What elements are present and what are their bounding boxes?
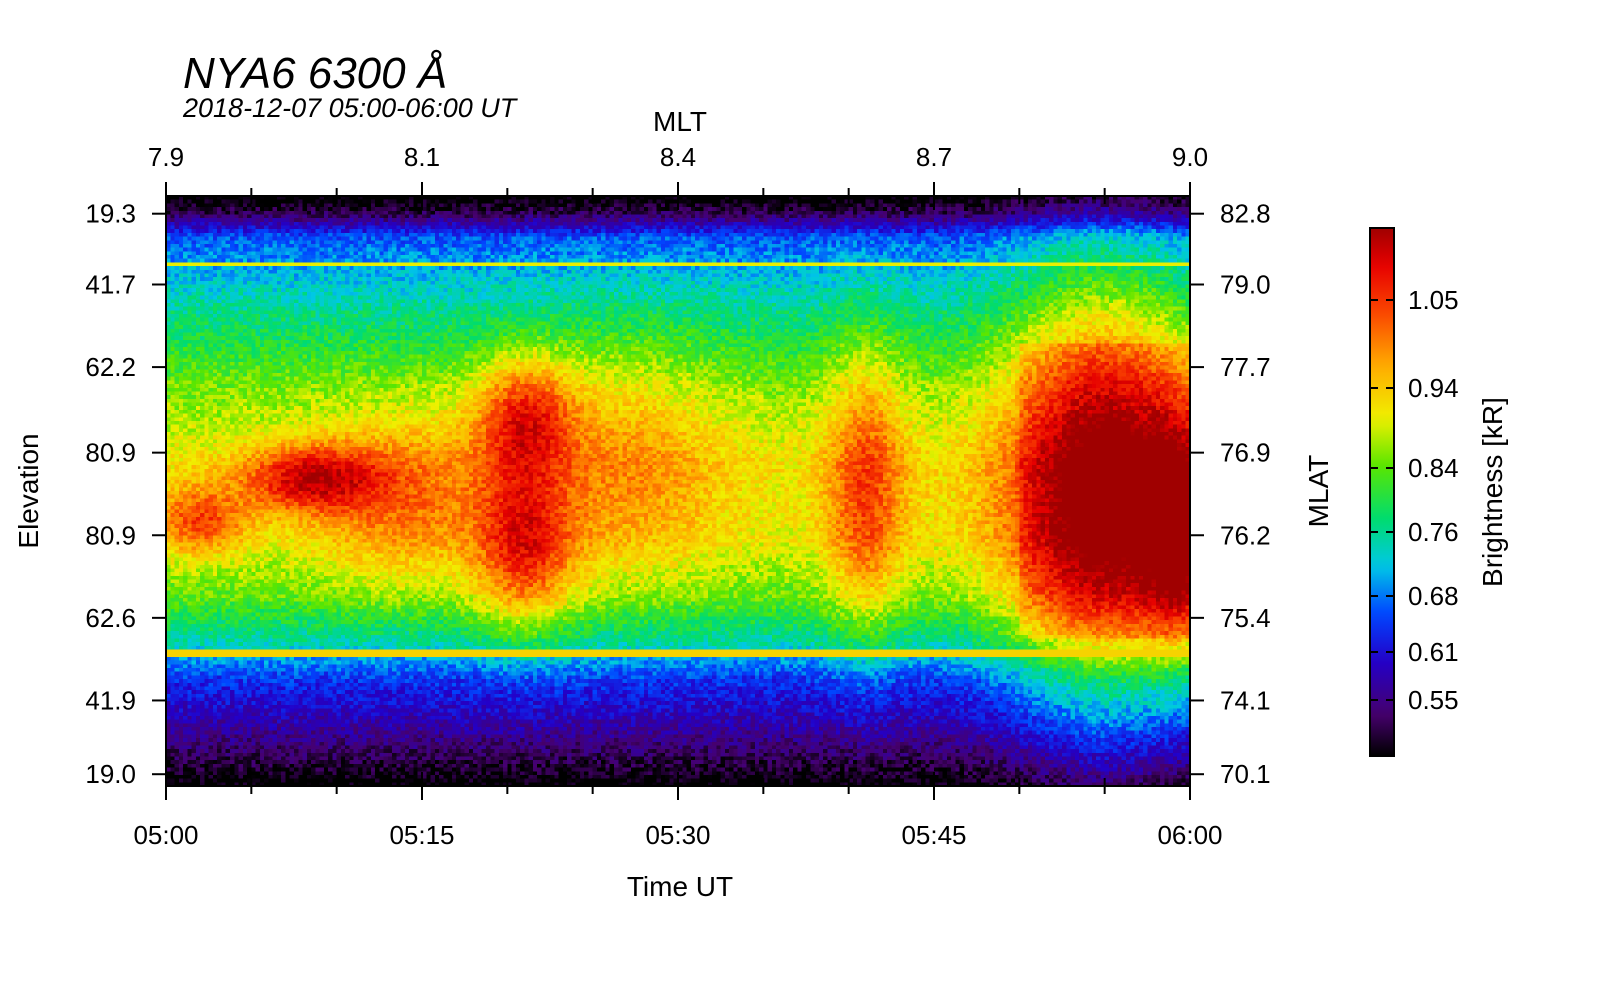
y-right-tick-label: 75.4 [1220, 603, 1271, 633]
y-axis-left: 19.3 41.7 62.2 80.9 80.9 62.6 41.9 19.0 [85, 199, 166, 789]
x-tick-label: 05:45 [901, 820, 966, 850]
colorbar-tick-label: 0.61 [1408, 637, 1459, 667]
colorbar-tick-label: 0.84 [1408, 453, 1459, 483]
y-right-tick-label: 77.7 [1220, 352, 1271, 382]
heatmap-image [166, 196, 1190, 786]
colorbar-tick-label: 1.05 [1408, 285, 1459, 315]
x-tick-label: 05:00 [133, 820, 198, 850]
chart-subtitle: 2018-12-07 05:00-06:00 UT [182, 93, 519, 123]
colorbar-tick-label: 0.55 [1408, 685, 1459, 715]
y-right-axis-label: MLAT [1303, 455, 1334, 528]
x-top-tick-label: 8.4 [660, 142, 696, 172]
x-top-tick-label: 8.1 [404, 142, 440, 172]
y-tick-label: 62.6 [85, 603, 136, 633]
y-right-tick-label: 82.8 [1220, 199, 1271, 229]
colorbar-frame [1369, 227, 1395, 757]
colorbar [1370, 228, 1394, 756]
x-axis-top: 7.9 8.1 8.4 8.7 9.0 [148, 142, 1208, 210]
y-tick-label: 62.2 [85, 352, 136, 382]
colorbar-ticks: 1.05 0.94 0.84 0.76 0.68 0.61 0.55 [1370, 285, 1459, 715]
y-right-tick-label: 76.2 [1220, 520, 1271, 550]
y-axis-label: Elevation [13, 433, 44, 548]
x-tick-label: 06:00 [1157, 820, 1222, 850]
x-top-tick-label: 7.9 [148, 142, 184, 172]
y-right-tick-label: 76.9 [1220, 438, 1271, 468]
chart-title: NYA6 6300 Å [183, 49, 447, 98]
x-axis-bottom: 05:00 05:15 05:30 05:45 06:00 [133, 772, 1223, 850]
colorbar-tick-label: 0.76 [1408, 517, 1459, 547]
y-tick-label: 80.9 [85, 438, 136, 468]
x-top-tick-label: 9.0 [1172, 142, 1208, 172]
x-top-axis-label: MLT [653, 106, 707, 137]
colorbar-tick-label: 0.68 [1408, 581, 1459, 611]
y-tick-label: 41.9 [85, 685, 136, 715]
y-tick-label: 19.0 [85, 759, 136, 789]
y-axis-right: 82.8 79.0 77.7 76.9 76.2 75.4 74.1 70.1 [1190, 199, 1271, 789]
y-tick-label: 19.3 [85, 199, 136, 229]
x-tick-label: 05:30 [645, 820, 710, 850]
colorbar-tick-label: 0.94 [1408, 373, 1459, 403]
x-tick-label: 05:15 [389, 820, 454, 850]
y-tick-label: 80.9 [85, 520, 136, 550]
x-axis-label: Time UT [627, 871, 733, 902]
y-tick-label: 41.7 [85, 270, 136, 300]
y-right-tick-label: 74.1 [1220, 685, 1271, 715]
x-top-tick-label: 8.7 [916, 142, 952, 172]
colorbar-label: Brightness [kR] [1477, 397, 1508, 587]
y-right-tick-label: 70.1 [1220, 759, 1271, 789]
y-right-tick-label: 79.0 [1220, 270, 1271, 300]
